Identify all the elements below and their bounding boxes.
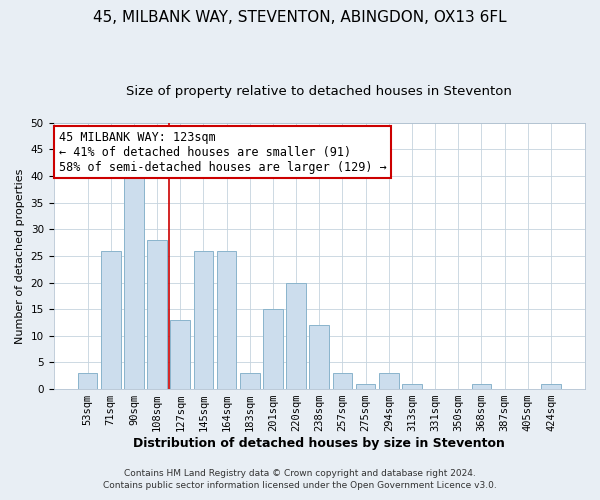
Bar [263, 309, 283, 389]
Title: Size of property relative to detached houses in Steventon: Size of property relative to detached ho… [127, 85, 512, 98]
X-axis label: Distribution of detached houses by size in Steventon: Distribution of detached houses by size … [133, 437, 505, 450]
Text: 45, MILBANK WAY, STEVENTON, ABINGDON, OX13 6FL: 45, MILBANK WAY, STEVENTON, ABINGDON, OX… [93, 10, 507, 25]
Bar [147, 240, 167, 389]
Bar [356, 384, 376, 389]
Bar [101, 250, 121, 389]
Bar [170, 320, 190, 389]
Y-axis label: Number of detached properties: Number of detached properties [15, 168, 25, 344]
Bar [332, 373, 352, 389]
Bar [194, 250, 213, 389]
Bar [77, 373, 97, 389]
Text: Contains HM Land Registry data © Crown copyright and database right 2024.
Contai: Contains HM Land Registry data © Crown c… [103, 468, 497, 490]
Bar [240, 373, 260, 389]
Bar [286, 282, 306, 389]
Bar [124, 166, 144, 389]
Bar [217, 250, 236, 389]
Bar [310, 325, 329, 389]
Bar [402, 384, 422, 389]
Bar [472, 384, 491, 389]
Bar [379, 373, 398, 389]
Text: 45 MILBANK WAY: 123sqm
← 41% of detached houses are smaller (91)
58% of semi-det: 45 MILBANK WAY: 123sqm ← 41% of detached… [59, 131, 386, 174]
Bar [541, 384, 561, 389]
